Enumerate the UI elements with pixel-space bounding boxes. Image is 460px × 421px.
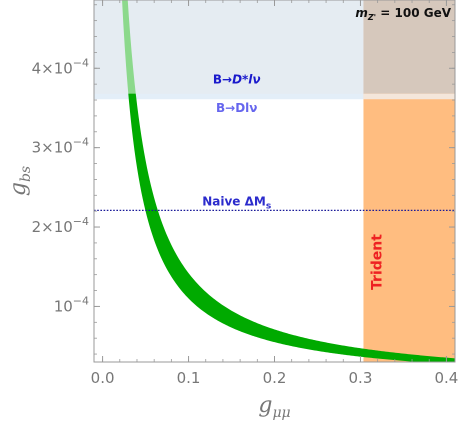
x-tick-label: 0.2 (263, 369, 287, 387)
x-axis-title: gμμ (258, 393, 290, 421)
axis-titles: gμμ gbs (6, 166, 291, 421)
trident-label: Trident (369, 234, 385, 290)
tick-marks (94, 0, 455, 362)
b-to-dlnu-region (94, 93, 455, 100)
x-tick-label: 0.4 (434, 369, 458, 387)
naive-delta-ms-label: Naive ΔMs (202, 194, 271, 211)
y-axis-title: gbs (6, 166, 34, 196)
region-labels: B→D*lν B→Dlν Naive ΔMs Trident mZ' = 100 GeV (202, 6, 451, 290)
overlap-region (363, 0, 455, 94)
y-tick-label: 4×10−4 (32, 56, 89, 77)
overlay-layer (94, 0, 455, 212)
b-to-dlnu-label: B→Dlν (216, 101, 257, 115)
y-tick-label: 2×10−4 (32, 215, 89, 236)
b-to-dstarlnu-label: B→D*lν (213, 73, 261, 87)
mass-annotation: mZ' = 100 GeV (355, 6, 451, 22)
band-fade-overlay (94, 0, 364, 94)
y-tick-label: 3×10−4 (32, 136, 89, 157)
x-tick-label: 0.0 (91, 369, 115, 387)
overlap-region-light (363, 93, 455, 100)
x-tick-label: 0.1 (177, 369, 201, 387)
tick-labels: 0.0 0.1 0.2 0.3 0.4 10−4 2×10−4 3×10−4 4×10−4 (32, 56, 459, 387)
y-tick-label: 10−4 (54, 294, 89, 315)
x-tick-label: 0.3 (349, 369, 373, 387)
